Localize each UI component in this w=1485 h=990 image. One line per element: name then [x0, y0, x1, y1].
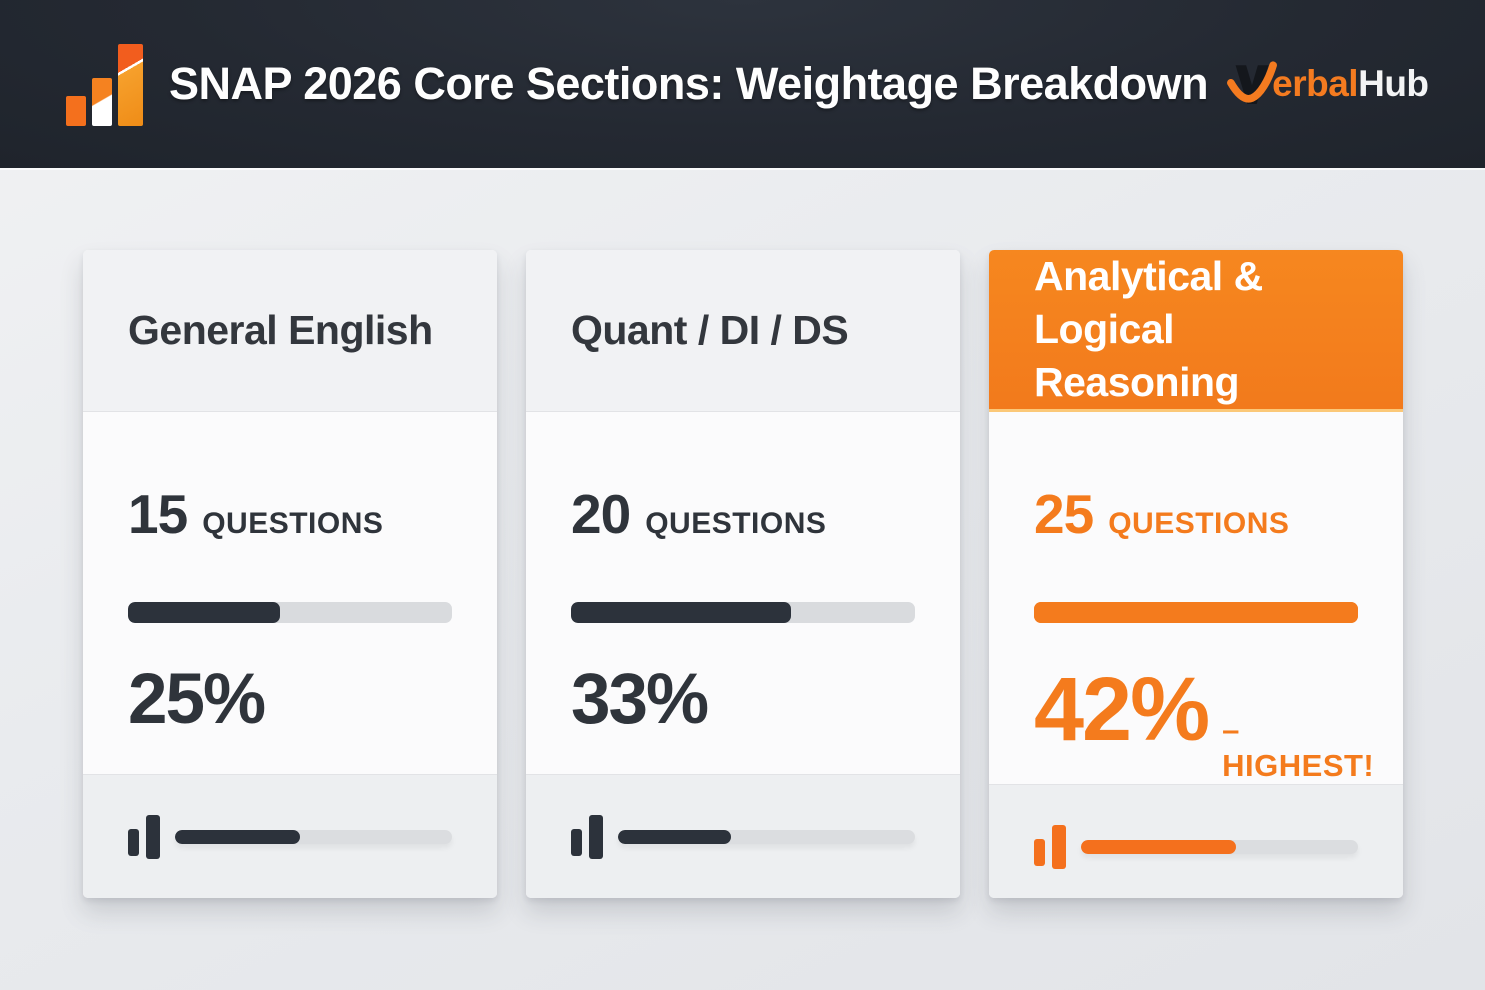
questions-count: 15 [128, 483, 188, 545]
card-header: Quant / DI / DS [526, 250, 960, 412]
equalizer-icon-bar-short [1034, 839, 1045, 866]
footer-progress-fill [1081, 839, 1237, 854]
card-general-english: General English 15 QUESTIONS 25% [83, 250, 497, 898]
questions-row: 25 QUESTIONS [1034, 482, 1358, 546]
card-body: 25 QUESTIONS 42% – HIGHEST! [989, 412, 1403, 784]
weightage-percent: 42% [1034, 660, 1210, 760]
highest-badge: – HIGHEST! [1222, 712, 1375, 783]
weightage-bar [128, 602, 452, 623]
bar-chart-icon-bar-tall [118, 44, 143, 126]
page-title: SNAP 2026 Core Sections: Weightage Break… [169, 58, 1209, 109]
questions-row: 15 QUESTIONS [128, 482, 452, 546]
questions-label: QUESTIONS [202, 507, 384, 540]
card-body: 15 QUESTIONS 25% [83, 412, 497, 774]
weightage-row: 33% [571, 659, 915, 740]
infographic-root: SNAP 2026 Core Sections: Weightage Break… [0, 0, 1485, 898]
card-footer [526, 774, 960, 898]
weightage-bar [571, 602, 915, 623]
weightage-bar-fill [1034, 602, 1358, 623]
weightage-row: 42% – HIGHEST! [1034, 659, 1374, 784]
card-title: Quant / DI / DS [571, 306, 849, 353]
cards-row: General English 15 QUESTIONS 25% [83, 250, 1403, 898]
footer-progress-bar [1081, 839, 1358, 854]
card-quant-di-ds: Quant / DI / DS 20 QUESTIONS 33% [526, 250, 960, 898]
card-analytical-logical-reasoning: Analytical & Logical Reasoning 25 QUESTI… [989, 250, 1403, 898]
footer-progress-fill [175, 829, 300, 844]
card-body: 20 QUESTIONS 33% [526, 412, 960, 774]
equalizer-icon-bar-tall [146, 814, 160, 859]
questions-label: QUESTIONS [1108, 507, 1290, 540]
bar-chart-icon-bar-small [66, 96, 86, 126]
bar-chart-icon-bar-medium [92, 78, 112, 126]
verbalhub-logo: erbal Hub [1226, 57, 1429, 111]
verbalhub-v-check-icon [1227, 61, 1278, 104]
card-header: Analytical & Logical Reasoning [989, 250, 1403, 412]
card-title: General English [128, 306, 433, 353]
brand-text-hub: Hub [1358, 63, 1429, 104]
card-footer [83, 774, 497, 898]
header-bar: SNAP 2026 Core Sections: Weightage Break… [0, 0, 1485, 168]
card-title: Analytical & Logical Reasoning [1034, 252, 1263, 406]
equalizer-icon-bar-short [571, 829, 582, 856]
questions-label: QUESTIONS [645, 507, 827, 540]
questions-count: 20 [571, 483, 631, 545]
footer-progress-bar [618, 829, 915, 844]
card-footer [989, 784, 1403, 898]
questions-row: 20 QUESTIONS [571, 482, 915, 546]
brand-text-verbal: erbal [1272, 63, 1359, 104]
footer-progress-fill [618, 829, 731, 844]
weightage-bar-fill [128, 602, 281, 623]
bar-chart-icon [66, 42, 143, 126]
weightage-percent: 25% [128, 660, 266, 739]
equalizer-icon-bar-short [128, 829, 139, 856]
weightage-bar-fill [571, 602, 792, 623]
footer-progress-bar [175, 829, 452, 844]
weightage-row: 25% [128, 659, 452, 740]
equalizer-icon-bar-tall [589, 814, 603, 859]
weightage-bar [1034, 602, 1358, 623]
weightage-percent: 33% [571, 660, 709, 739]
equalizer-icon-bar-tall [1052, 824, 1066, 869]
card-header: General English [83, 250, 497, 412]
questions-count: 25 [1034, 483, 1094, 545]
